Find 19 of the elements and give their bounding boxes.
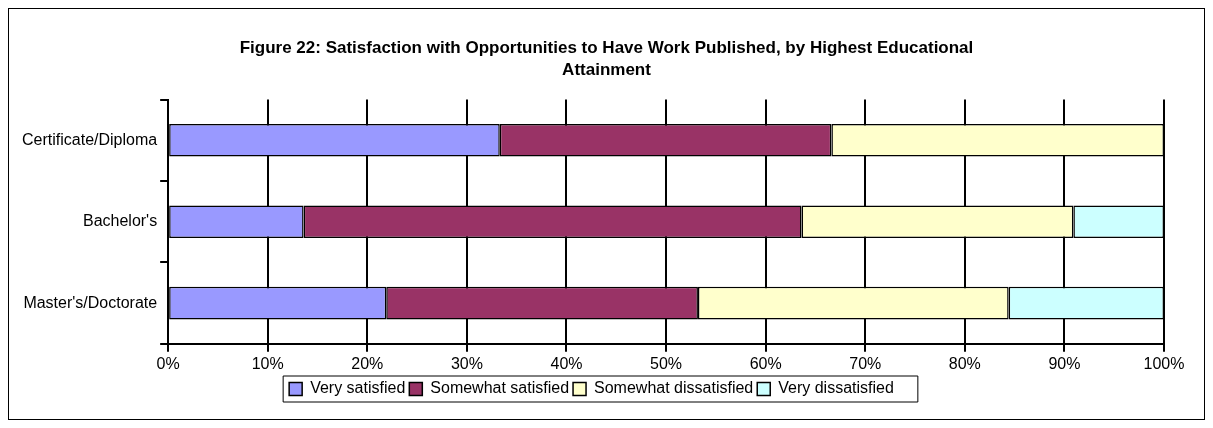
legend-label: Somewhat dissatisfied [594, 379, 754, 397]
x-tick-label: 30% [450, 354, 483, 372]
legend-label: Somewhat satisfied [430, 379, 570, 397]
y-tick-label: Certificate/Diploma [22, 130, 158, 148]
x-tick-label: 100% [1143, 354, 1185, 372]
legend-label: Very dissatisfied [778, 379, 894, 397]
y-tick-label: Bachelor's [82, 212, 158, 230]
x-tick-label: 0% [156, 354, 180, 372]
x-tick-label: 10% [251, 354, 284, 372]
x-tick-label: 20% [351, 354, 384, 372]
x-tick-label: 60% [749, 354, 782, 372]
x-tick-label: 40% [550, 354, 583, 372]
x-tick-label: 90% [1048, 354, 1081, 372]
chart-title: Figure 22: Satisfaction with Opportunities to Have Work Published, by Highest Educational Attainment [238, 37, 975, 81]
x-tick-label: 50% [650, 354, 683, 372]
legend-label: Very satisfied [310, 379, 406, 397]
y-tick-label: Master's/Doctorate [23, 293, 158, 311]
x-tick-label: 80% [948, 354, 981, 372]
x-tick-label: 70% [849, 354, 882, 372]
